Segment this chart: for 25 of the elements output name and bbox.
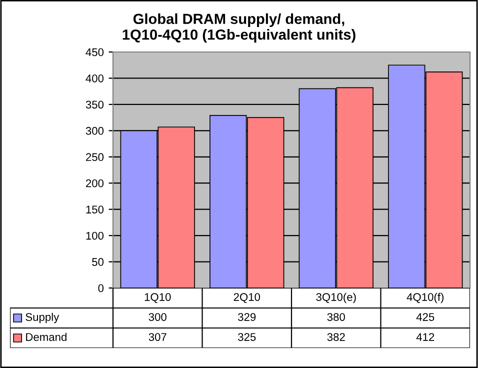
data-label: 307 — [148, 333, 166, 341]
data-label: 380 — [327, 313, 345, 321]
legend-label: Supply — [26, 312, 60, 324]
legend-label: Demand — [26, 332, 66, 341]
x-tick-label: 2Q10 — [234, 293, 260, 303]
y-tick-label: 200 — [86, 179, 104, 188]
y-tick-label: 350 — [86, 100, 104, 109]
data-label: 412 — [416, 333, 434, 341]
chart-title: Global DRAM supply/ demand, 1Q10-4Q10 (1Gb-equivalent units) — [122, 13, 356, 43]
data-label: 300 — [148, 313, 166, 321]
x-tick-label: 3Q10(e) — [316, 292, 356, 304]
x-tick-label: 1Q10 — [144, 293, 171, 303]
y-tick-label: 250 — [86, 153, 104, 162]
y-tick-label: 50 — [92, 258, 104, 266]
y-tick-label: 100 — [86, 232, 104, 240]
data-label: 325 — [238, 333, 256, 341]
data-label: 425 — [416, 313, 434, 321]
x-tick-label: 4Q10(f) — [406, 292, 444, 304]
y-tick-label: 150 — [86, 206, 104, 214]
y-tick-label: 400 — [86, 74, 104, 82]
y-tick-label: 0 — [98, 284, 104, 292]
y-tick-label: 450 — [86, 48, 104, 56]
data-label: 382 — [327, 333, 345, 341]
data-label: 329 — [238, 313, 256, 321]
y-tick-label: 300 — [86, 126, 104, 135]
